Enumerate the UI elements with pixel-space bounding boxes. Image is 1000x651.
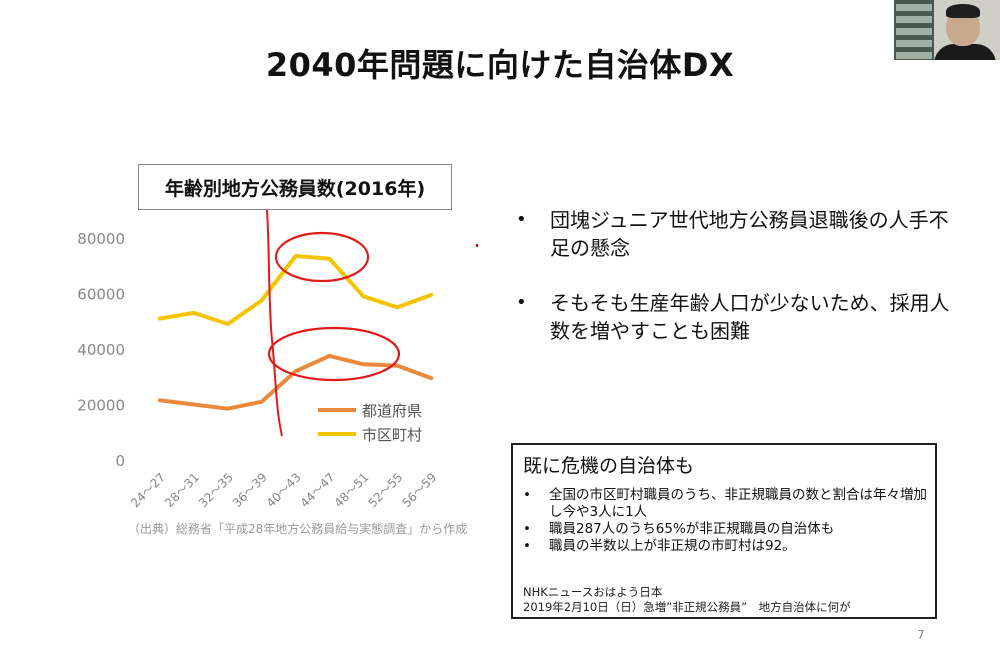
x-tick-label: 40〜43: [264, 470, 304, 510]
annotation-line: [265, 195, 283, 437]
data-point: [395, 363, 400, 368]
y-tick-label: 80000: [77, 230, 125, 248]
info-box-item: 職員の半数以上が非正規の市町村は92。: [519, 538, 929, 555]
x-tick-label: 32〜35: [196, 470, 236, 510]
data-point: [158, 398, 162, 403]
data-point: [327, 354, 332, 358]
credit-line: 2019年2月10日（日）急増”非正規公務員” 地方自治体に何が: [523, 600, 851, 614]
y-tick-label: 40000: [77, 341, 125, 359]
legend-label: 都道府県: [362, 402, 422, 420]
series-line-municipality: [158, 254, 434, 326]
x-tick-label: 44〜47: [298, 470, 338, 510]
info-box-item: 全国の市区町村職員のうち、非正規職員の数と割合は年々増加し今や3人に1人: [519, 487, 929, 521]
data-point: [226, 406, 230, 411]
data-point: [293, 369, 298, 374]
data-point: [429, 376, 434, 380]
data-point: [192, 402, 196, 407]
presenter-webcam: [894, 0, 1000, 60]
bullet-item: そもそも生産年齢人口が少ないため、採用人数を増やすことも困難: [512, 289, 952, 345]
y-tick-label: 0: [115, 452, 125, 470]
data-point: [429, 293, 434, 297]
info-box-title: 既に危機の自治体も: [523, 455, 695, 477]
x-tick-label: 56〜59: [399, 470, 439, 510]
x-tick-label: 24〜27: [128, 470, 168, 510]
data-point: [395, 305, 400, 310]
data-point: [327, 257, 332, 261]
x-tick-label: 36〜39: [230, 470, 270, 510]
info-box: 既に危機の自治体も 全国の市区町村職員のうち、非正規職員の数と割合は年々増加し今…: [511, 443, 937, 619]
credit-line: NHKニュースおはよう日本: [523, 585, 663, 599]
y-tick-label: 60000: [77, 286, 125, 304]
info-box-list: 全国の市区町村職員のうち、非正規職員の数と割合は年々増加し今や3人に1人 職員2…: [519, 487, 929, 555]
annotation-ellipse-municipality: [274, 231, 370, 283]
y-tick-label: 20000: [77, 397, 125, 415]
x-tick-label: 28〜31: [162, 470, 202, 510]
data-point: [259, 399, 264, 404]
annotation-ellipse-prefecture: [267, 326, 401, 382]
source-note: （出典）総務省「平成28年地方公務員給与実態調査」から作成: [128, 522, 468, 536]
presenter-body: [934, 44, 996, 60]
data-point: [192, 311, 196, 315]
data-point: [361, 294, 366, 299]
info-box-item: 職員287人のうち65%が非正規職員の自治体も: [519, 521, 929, 538]
series-line-prefecture: [158, 353, 434, 411]
data-point: [259, 298, 264, 303]
bullet-item: 団塊ジュニア世代地方公務員退職後の人手不足の懸念: [512, 206, 952, 262]
x-tick-label: 48〜51: [332, 470, 372, 510]
data-point: [361, 362, 366, 367]
data-point: [226, 322, 230, 326]
page-number: 7: [917, 628, 925, 642]
red-mark: [476, 244, 478, 247]
x-tick-label: 52〜55: [365, 470, 405, 510]
legend-label: 市区町村: [362, 426, 422, 444]
bullet-list: 団塊ジュニア世代地方公務員退職後の人手不足の懸念 そもそも生産年齢人口が少ないた…: [512, 206, 952, 372]
data-point: [293, 254, 298, 258]
page-title: 2040年問題に向けた自治体DX: [265, 46, 735, 84]
data-point: [158, 316, 162, 321]
chart-title: 年齢別地方公務員数(2016年): [138, 164, 452, 210]
bookshelf: [894, 0, 934, 60]
info-box-credit: NHKニュースおはよう日本 2019年2月10日（日）急増”非正規公務員” 地方…: [523, 585, 851, 615]
